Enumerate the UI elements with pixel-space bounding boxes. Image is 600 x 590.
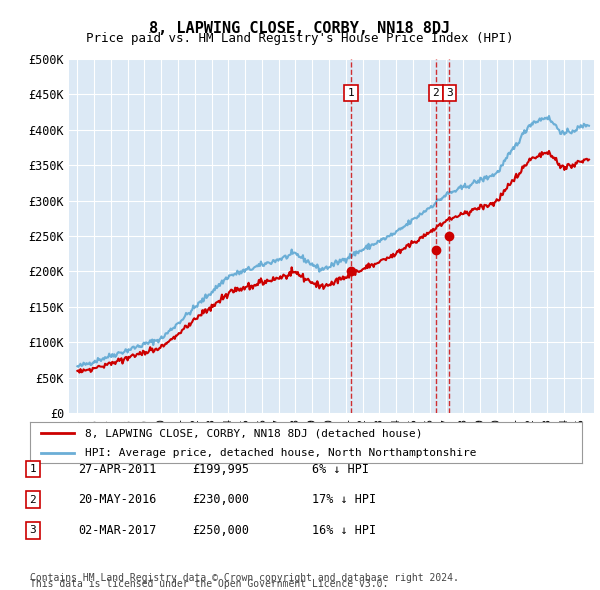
Text: £230,000: £230,000 (192, 493, 249, 506)
Text: £199,995: £199,995 (192, 463, 249, 476)
Text: 8, LAPWING CLOSE, CORBY, NN18 8DJ: 8, LAPWING CLOSE, CORBY, NN18 8DJ (149, 21, 451, 35)
Text: Price paid vs. HM Land Registry's House Price Index (HPI): Price paid vs. HM Land Registry's House … (86, 32, 514, 45)
Text: 2: 2 (433, 88, 439, 98)
Text: £250,000: £250,000 (192, 524, 249, 537)
Text: 3: 3 (446, 88, 452, 98)
Text: 6% ↓ HPI: 6% ↓ HPI (312, 463, 369, 476)
Text: 20-MAY-2016: 20-MAY-2016 (78, 493, 157, 506)
Text: 1: 1 (348, 88, 355, 98)
Text: 16% ↓ HPI: 16% ↓ HPI (312, 524, 376, 537)
Text: 02-MAR-2017: 02-MAR-2017 (78, 524, 157, 537)
Text: 27-APR-2011: 27-APR-2011 (78, 463, 157, 476)
Text: 1: 1 (29, 464, 37, 474)
Text: 17% ↓ HPI: 17% ↓ HPI (312, 493, 376, 506)
Text: Contains HM Land Registry data © Crown copyright and database right 2024.: Contains HM Land Registry data © Crown c… (30, 573, 459, 583)
Text: 3: 3 (29, 526, 37, 535)
Text: 2: 2 (29, 495, 37, 504)
Text: 8, LAPWING CLOSE, CORBY, NN18 8DJ (detached house): 8, LAPWING CLOSE, CORBY, NN18 8DJ (detac… (85, 428, 422, 438)
Text: HPI: Average price, detached house, North Northamptonshire: HPI: Average price, detached house, Nort… (85, 448, 476, 458)
Text: This data is licensed under the Open Government Licence v3.0.: This data is licensed under the Open Gov… (30, 579, 388, 589)
